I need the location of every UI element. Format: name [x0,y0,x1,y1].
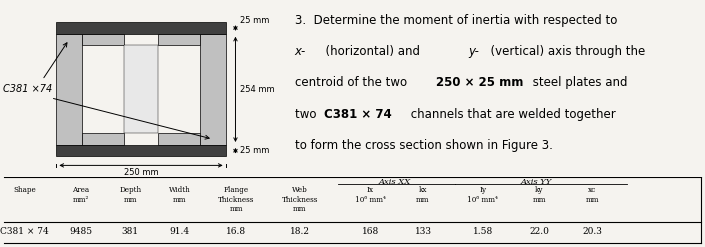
Text: Axis YY: Axis YY [520,178,551,186]
Text: C381 × 74: C381 × 74 [0,227,49,236]
Bar [124,45,158,133]
Text: two: two [295,108,320,121]
Text: 381: 381 [122,227,139,236]
Text: 3.  Determine the moment of inertia with respected to: 3. Determine the moment of inertia with … [295,14,617,27]
Text: steel plates and: steel plates and [529,77,628,89]
Text: xc
mm: xc mm [585,186,599,204]
Text: Shape: Shape [13,186,36,194]
Text: 168: 168 [362,227,379,236]
Text: 25 mm: 25 mm [240,146,269,155]
Text: 1.58: 1.58 [473,227,493,236]
Text: 20.3: 20.3 [582,227,602,236]
Text: 25 mm: 25 mm [240,16,269,25]
Text: Web
Thickness
mm: Web Thickness mm [281,186,318,213]
Text: 250 mm: 250 mm [123,168,159,177]
Text: 22.0: 22.0 [529,227,549,236]
Text: Ix
10⁶ mm⁴: Ix 10⁶ mm⁴ [355,186,386,204]
Text: kx
mm: kx mm [416,186,430,204]
Text: y-: y- [468,45,479,58]
Text: channels that are welded together: channels that are welded together [407,108,615,121]
Bar [82,34,124,45]
Text: Axis XX: Axis XX [379,178,411,186]
Text: Flange
Thickness
mm: Flange Thickness mm [218,186,255,213]
Text: C381 ×74: C381 ×74 [3,84,52,94]
Text: Depth
mm: Depth mm [119,186,142,204]
Text: 16.8: 16.8 [226,227,246,236]
Text: 133: 133 [415,227,431,236]
Text: 254 mm: 254 mm [240,85,274,94]
Text: 250 × 25 mm: 250 × 25 mm [436,77,524,89]
Text: Area
mm²: Area mm² [73,186,90,204]
Text: x-: x- [295,45,306,58]
Text: centroid of the two: centroid of the two [295,77,415,89]
Text: Iy
10⁶ mm⁴: Iy 10⁶ mm⁴ [467,186,498,204]
Bar [158,133,200,145]
Text: C381 × 74: C381 × 74 [324,108,392,121]
Text: 91.4: 91.4 [170,227,190,236]
Bar [56,145,226,157]
Bar [56,34,82,145]
Text: (horizontal) and: (horizontal) and [318,45,427,58]
Text: (vertical) axis through the: (vertical) axis through the [483,45,645,58]
Text: Width
mm: Width mm [169,186,190,204]
Text: ky
mm: ky mm [532,186,546,204]
Bar [158,34,200,45]
Bar [200,34,226,145]
Bar [56,22,226,34]
Text: 9485: 9485 [70,227,92,236]
Text: 18.2: 18.2 [290,227,309,236]
Bar [82,133,124,145]
Text: to form the cross section shown in Figure 3.: to form the cross section shown in Figur… [295,139,553,152]
